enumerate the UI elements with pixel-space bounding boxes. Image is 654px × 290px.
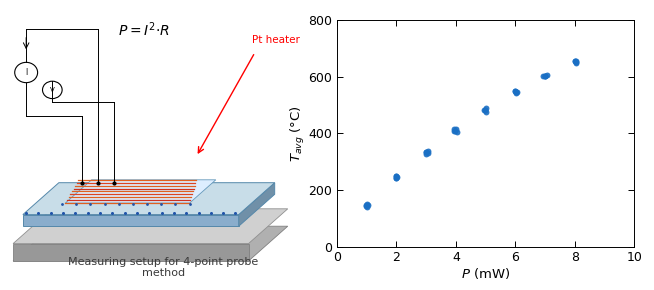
Point [570,58,580,63]
Point [540,74,550,78]
Point [449,127,460,131]
Point [363,203,373,208]
Point [392,174,402,179]
Point [362,205,372,210]
Point [542,73,552,77]
Point [391,176,402,180]
Point [481,105,491,110]
Point [510,91,521,96]
Point [361,203,371,208]
Point [451,129,462,134]
Point [540,73,550,78]
Point [540,74,550,78]
Polygon shape [13,244,249,261]
Point [450,129,460,134]
Point [510,89,521,94]
Polygon shape [65,180,216,203]
Point [512,90,523,95]
Point [421,150,432,155]
Point [449,128,459,133]
Polygon shape [239,183,275,226]
Point [570,59,580,63]
Point [571,59,581,64]
Point [390,176,401,180]
Polygon shape [23,215,239,226]
Point [481,109,492,114]
Point [479,107,490,112]
Text: Measuring setup for 4-point probe
method: Measuring setup for 4-point probe method [69,257,258,278]
Point [510,88,521,93]
Point [391,174,402,178]
Point [422,148,433,153]
Point [571,59,581,64]
Text: I: I [25,68,27,77]
Point [538,74,549,78]
Text: Pt heater: Pt heater [252,35,300,45]
Point [421,150,431,155]
Point [421,152,431,156]
Point [480,107,490,112]
Point [360,203,371,207]
Y-axis label: $T_{avg}$ (°C): $T_{avg}$ (°C) [288,105,307,162]
Point [451,126,462,131]
X-axis label: $P$ (mW): $P$ (mW) [461,266,510,281]
Point [391,174,402,179]
Text: $P = I^2{\cdot}R$: $P = I^2{\cdot}R$ [118,20,170,39]
Point [362,202,372,207]
Polygon shape [13,209,288,244]
Point [571,61,581,65]
Point [422,151,433,155]
Point [510,90,521,94]
Text: V: V [50,87,55,93]
Polygon shape [23,183,275,215]
Polygon shape [13,226,288,261]
Point [479,108,489,113]
